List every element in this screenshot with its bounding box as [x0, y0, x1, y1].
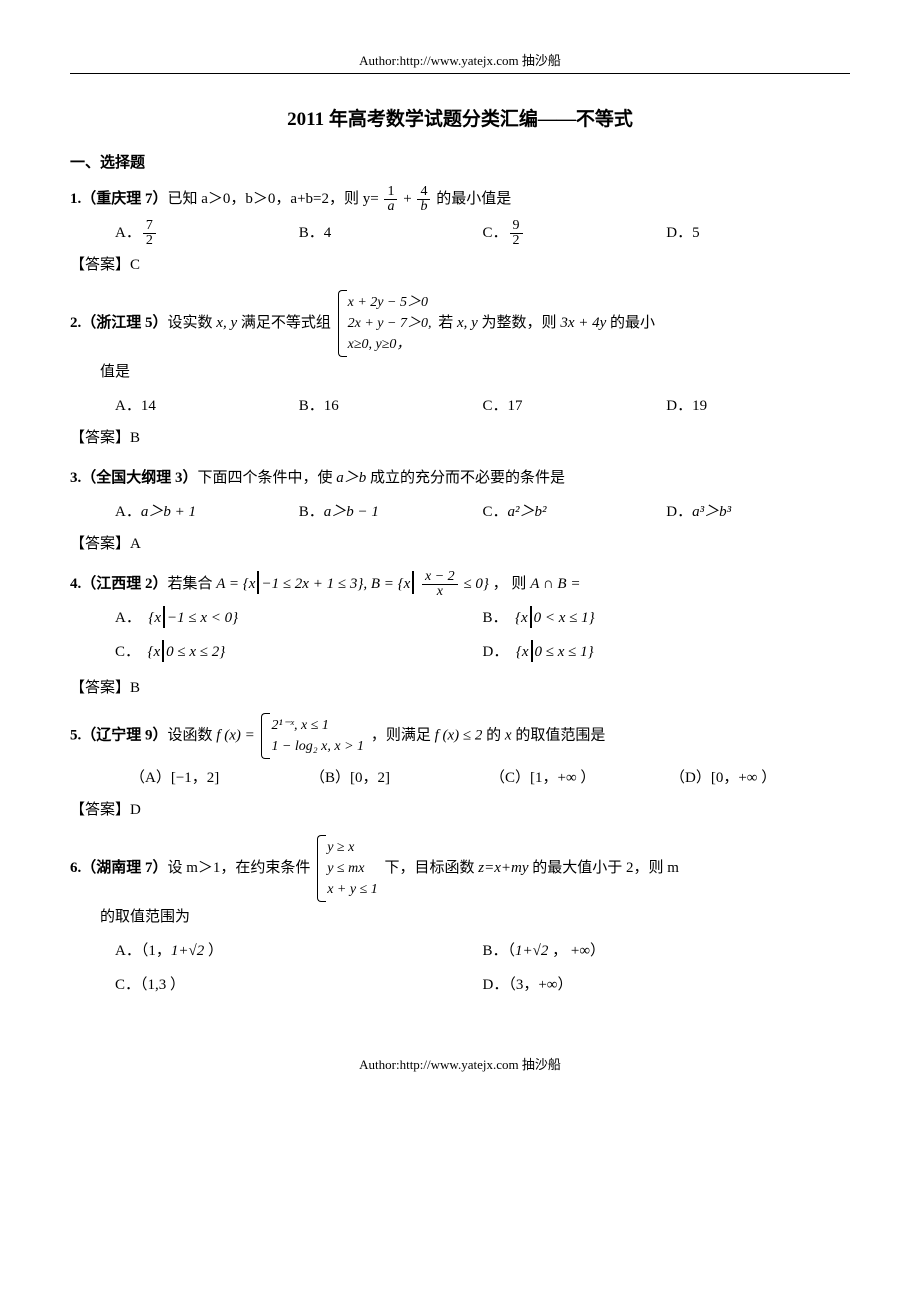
q5-cond: f (x) ≤ 2 [435, 728, 483, 744]
section-heading: 一、选择题 [70, 151, 850, 172]
q2-stem-c: 若 [438, 315, 457, 331]
q4-set-a1: A = {x [216, 576, 255, 592]
q5-x: x [505, 728, 512, 744]
q6-options: A．（1，1+√2 ） B．（1+√2 ， +∞） C．（1,3 ） D．（3，… [70, 936, 850, 1004]
q2-xy: x, y [216, 315, 237, 331]
q1-opt-a: A．72 [115, 218, 299, 248]
q6-stem-b: 下，目标函数 [385, 860, 479, 876]
q1-opt-d: D．5 [666, 218, 850, 248]
q2-opt-c: C．17 [483, 391, 667, 421]
q2-number: 2.（浙江理 5） [70, 315, 168, 331]
doc-title: 2011 年高考数学试题分类汇编——不等式 [70, 104, 850, 131]
q5-answer: 【答案】D [70, 795, 850, 825]
q5-options: （A）[−1，2] （B）[0，2] （C）[1，+∞ ） （D）[0，+∞ ） [70, 763, 850, 793]
q6-z: z=x+my [478, 860, 528, 876]
setbar-icon [412, 571, 414, 594]
q3-opt-c: C．a²＞b² [483, 497, 667, 527]
q1-frac2: 4b [417, 185, 430, 214]
question-3: 3.（全国大纲理 3）下面四个条件中，使 a＞b 成立的充分而不必要的条件是 A… [70, 463, 850, 559]
q2-stem-d: 为整数，则 [478, 315, 561, 331]
q3-opt-a: A．a＞b + 1 [115, 497, 299, 527]
q3-opt-d: D．a³＞b³ [666, 497, 850, 527]
q1-opt-c: C．92 [483, 218, 667, 248]
question-5: 5.（辽宁理 9）设函数 f (x) = 2¹⁻ˣ, x ≤ 11 − log₂… [70, 713, 850, 825]
question-1: 1.（重庆理 7）已知 a＞0，b＞0，a+b=2，则 y= 1a + 4b 的… [70, 184, 850, 280]
q5-opt-c: （C）[1，+∞ ） [490, 763, 670, 793]
q1-answer: 【答案】C [70, 250, 850, 280]
q1-frac1: 1a [384, 185, 397, 214]
q4-opt-c: C． {x0 ≤ x ≤ 2} [115, 637, 483, 667]
q4-inter: A ∩ B = [530, 576, 580, 592]
q6-stem-a: 设 m＞1，在约束条件 [168, 860, 311, 876]
q1-options: A．72 B．4 C．92 D．5 [70, 218, 850, 248]
q5-number: 5.（辽宁理 9） [70, 728, 168, 744]
q4-set-a2: −1 ≤ 2x + 1 ≤ 3}, B = {x [261, 576, 410, 592]
q4-opt-d: D． {x0 ≤ x ≤ 1} [483, 637, 851, 667]
q6-opt-a: A．（1，1+√2 ） [115, 936, 483, 966]
q1-plus: + [403, 191, 411, 207]
q2-opt-d: D．19 [666, 391, 850, 421]
q5-stem-b: ，则满足 [371, 728, 435, 744]
q4-answer: 【答案】B [70, 673, 850, 703]
q1-stem-a: 已知 a＞0，b＞0，a+b=2，则 y= [168, 191, 379, 207]
q5-stem-c: 的 [482, 728, 505, 744]
q4-stem-b: ， 则 [493, 576, 531, 592]
q6-cont: 的取值范围为 [70, 902, 850, 932]
q2-answer: 【答案】B [70, 423, 850, 453]
q4-opt-a: A． {x−1 ≤ x < 0} [115, 603, 483, 633]
header-author: Author:http://www.yatejx.com 抽沙船 [70, 50, 850, 74]
question-4: 4.（江西理 2）若集合 A = {x −1 ≤ 2x + 1 ≤ 3}, B =… [70, 569, 850, 703]
q2-opt-b: B．16 [299, 391, 483, 421]
q2-stem-e: 的最小 [606, 315, 655, 331]
q5-system: 2¹⁻ˣ, x ≤ 11 − log₂ x, x > 1 [261, 713, 364, 759]
q5-stem-a: 设函数 [168, 728, 217, 744]
q5-opt-b: （B）[0，2] [310, 763, 490, 793]
q5-stem-d: 的取值范围是 [512, 728, 606, 744]
q4-options: A． {x−1 ≤ x < 0} B． {x0 < x ≤ 1} C． {x0 … [70, 603, 850, 671]
q3-opt-b: B．a＞b − 1 [299, 497, 483, 527]
q3-stem-b: 成立的充分而不必要的条件是 [366, 470, 565, 486]
q2-stem-b: 满足不等式组 [237, 315, 331, 331]
q3-stem-a: 下面四个条件中，使 [198, 470, 337, 486]
q2-xy2: x, y [457, 315, 478, 331]
q3-number: 3.（全国大纲理 3） [70, 470, 198, 486]
question-2: 2.（浙江理 5）设实数 x, y 满足不等式组 x + 2y − 5＞02x … [70, 290, 850, 453]
setbar-icon [257, 571, 259, 594]
q2-stem-a: 设实数 [168, 315, 217, 331]
q2-opt-a: A．14 [115, 391, 299, 421]
q5-opt-d: （D）[0，+∞ ） [670, 763, 850, 793]
q2-expr: 3x + 4y [560, 315, 606, 331]
question-6: 6.（湖南理 7）设 m＞1，在约束条件 y ≥ xy ≤ mxx + y ≤ … [70, 835, 850, 1004]
q5-fx: f (x) = [216, 728, 254, 744]
q6-opt-b: B．（1+√2 ， +∞） [483, 936, 851, 966]
q1-number: 1.（重庆理 7） [70, 191, 168, 207]
q4-stem-a: 若集合 [168, 576, 217, 592]
q3-options: A．a＞b + 1 B．a＞b − 1 C．a²＞b² D．a³＞b³ [70, 497, 850, 527]
footer-author: Author:http://www.yatejx.com 抽沙船 [70, 1054, 850, 1073]
q3-ab: a＞b [336, 470, 366, 486]
q6-number: 6.（湖南理 7） [70, 860, 168, 876]
q6-opt-c: C．（1,3 ） [115, 970, 483, 1000]
q6-stem-c: 的最大值小于 2，则 m [529, 860, 679, 876]
q2-options: A．14 B．16 C．17 D．19 [70, 391, 850, 421]
q4-number: 4.（江西理 2） [70, 576, 168, 592]
q6-opt-d: D．（3，+∞） [483, 970, 851, 1000]
q3-answer: 【答案】A [70, 529, 850, 559]
q2-cont: 值是 [70, 357, 850, 387]
page: Author:http://www.yatejx.com 抽沙船 2011 年高… [0, 0, 920, 1113]
q4-opt-b: B． {x0 < x ≤ 1} [483, 603, 851, 633]
q4-set-a3: ≤ 0} [463, 576, 488, 592]
q6-system: y ≥ xy ≤ mxx + y ≤ 1 [317, 835, 378, 902]
q5-opt-a: （A）[−1，2] [130, 763, 310, 793]
q1-stem-b: 的最小值是 [436, 191, 511, 207]
q2-system: x + 2y − 5＞02x + y − 7＞0,x≥0, y≥0， [338, 290, 432, 357]
q1-opt-b: B．4 [299, 218, 483, 248]
q4-bfrac: x − 2x [422, 570, 458, 599]
